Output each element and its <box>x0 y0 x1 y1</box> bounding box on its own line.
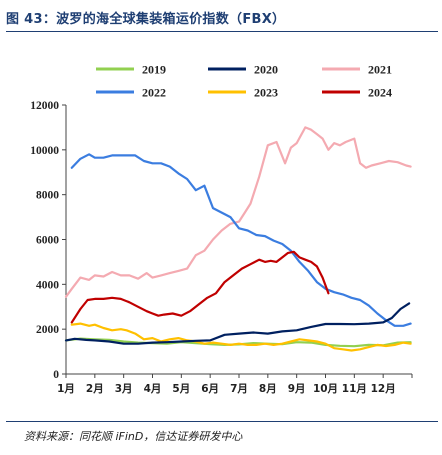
x-tick-label: 2月 <box>86 383 104 395</box>
x-tick-label: 1月 <box>57 383 75 395</box>
x-tick-label: 11月 <box>342 383 367 395</box>
y-tick-label: 6000 <box>36 235 59 247</box>
legend-label-2020: 2020 <box>254 63 278 77</box>
series-line-2020 <box>64 302 411 345</box>
source-note: 资料来源：同花顺 iFinD，信达证券研发中心 <box>24 430 243 443</box>
y-tick-label: 0 <box>53 369 59 381</box>
y-tick-label: 12000 <box>30 100 59 112</box>
legend: 2019 2020 2021 2022 2023 2024 <box>96 63 392 100</box>
series-line-2022 <box>70 153 412 327</box>
legend-label-2021: 2021 <box>368 63 392 77</box>
x-tick-label: 3月 <box>115 383 133 395</box>
y-tick-label: 8000 <box>36 190 59 202</box>
x-tick-label: 4月 <box>144 383 162 395</box>
axes: 0 2000 4000 6000 8000 10000 12000 1月 2月 3月 4月 5月 6月 7… <box>30 100 413 395</box>
legend-label-2023: 2023 <box>254 86 278 100</box>
x-tick-label: 12月 <box>371 383 396 395</box>
x-tick-label: 9月 <box>288 383 306 395</box>
x-tick-label: 10月 <box>313 383 338 395</box>
legend-label-2019: 2019 <box>142 63 166 77</box>
x-tick-label: 5月 <box>172 383 190 395</box>
y-tick-label: 2000 <box>36 324 59 336</box>
footer-rule <box>6 421 438 422</box>
series-lines <box>64 126 412 352</box>
x-tick-label: 6月 <box>201 383 219 395</box>
fbx-line-chart: 2019 2020 2021 2022 2023 2024 0 2000 4000 6000 80… <box>30 63 413 395</box>
legend-label-2022: 2022 <box>142 86 166 100</box>
x-tick-label: 7月 <box>230 383 248 395</box>
y-tick-label: 4000 <box>36 279 59 291</box>
x-tick-label: 8月 <box>259 383 277 395</box>
y-tick-label: 10000 <box>30 145 59 157</box>
series-line-2023 <box>70 322 412 352</box>
series-line-2024 <box>70 250 330 324</box>
legend-label-2024: 2024 <box>368 86 392 100</box>
figure-title: 图 43：波罗的海全球集装箱运价指数（FBX） <box>6 12 286 27</box>
series-line-2021 <box>64 126 412 298</box>
title-rule <box>6 31 438 32</box>
